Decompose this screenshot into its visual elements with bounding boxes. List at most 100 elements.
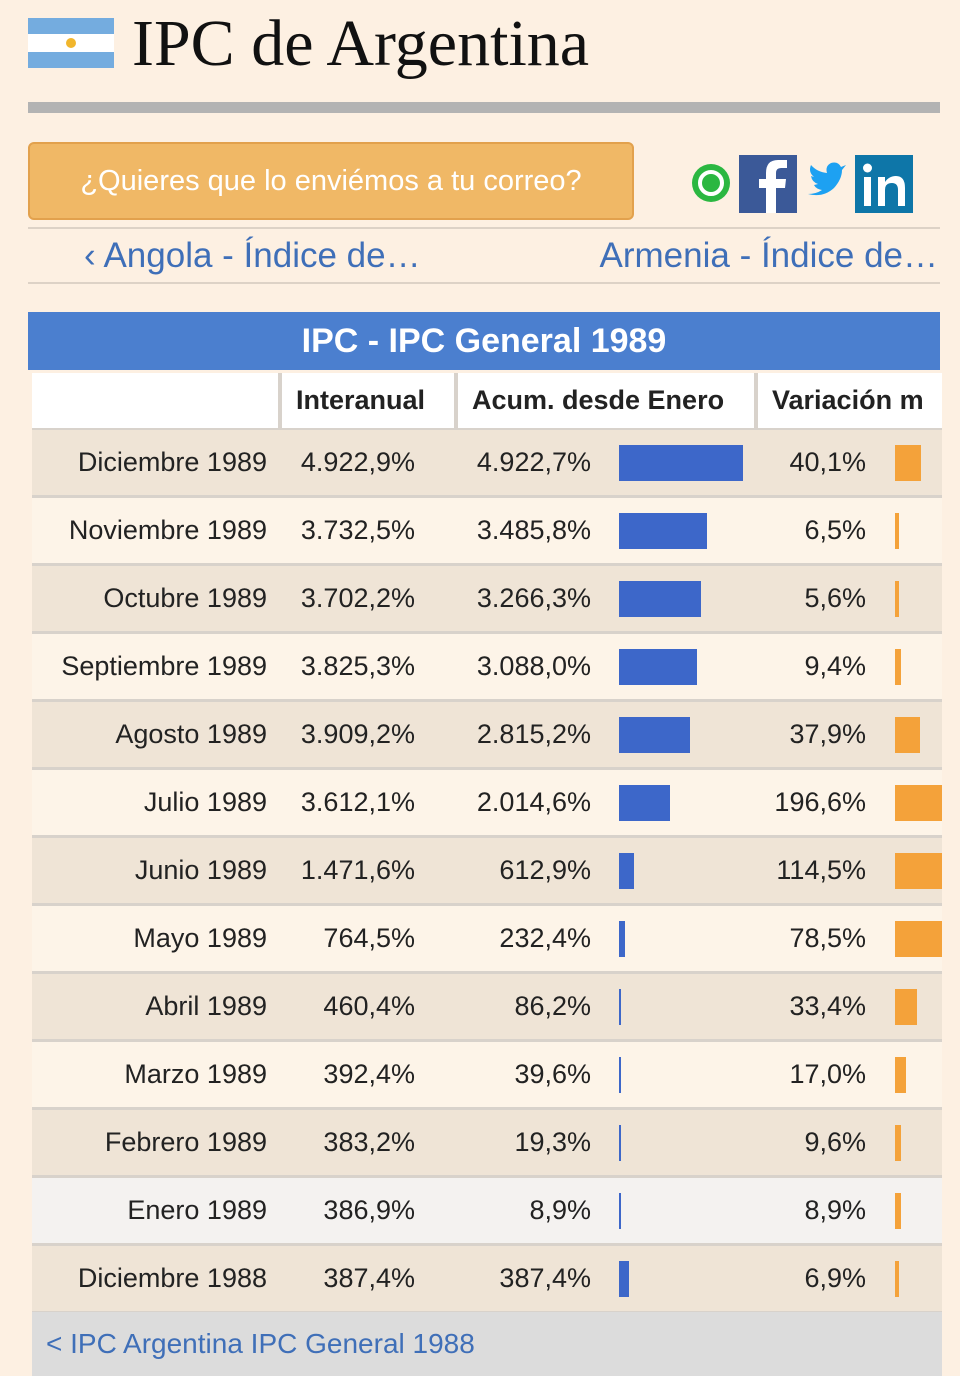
acum-cell: 3.088,0% <box>476 651 591 681</box>
divider <box>28 227 940 229</box>
interanual-cell: 3.702,2% <box>300 583 415 613</box>
interanual-cell: 392,4% <box>323 1059 415 1089</box>
variacion-bar <box>895 852 942 889</box>
acum-bar <box>619 716 690 753</box>
month-cell: Abril 1989 <box>145 991 267 1021</box>
whatsapp-icon[interactable] <box>692 164 730 202</box>
facebook-icon[interactable] <box>739 155 797 213</box>
acum-cell: 86,2% <box>514 991 591 1021</box>
nav-next[interactable]: Armenia - Índice de… <box>599 236 938 275</box>
interanual-cell: 383,2% <box>323 1127 415 1157</box>
acum-bar <box>619 1056 621 1093</box>
variacion-cell: 40,1% <box>789 447 866 477</box>
variacion-cell: 78,5% <box>789 923 866 953</box>
interanual-cell: 386,9% <box>323 1195 415 1225</box>
interanual-cell: 3.825,3% <box>300 651 415 681</box>
variacion-bar <box>895 1056 907 1093</box>
flag-icon <box>28 18 114 68</box>
month-cell: Julio 1989 <box>143 787 267 817</box>
variacion-bar <box>895 1124 902 1161</box>
header-cell <box>32 373 278 428</box>
interanual-cell: 387,4% <box>323 1263 415 1293</box>
email-button[interactable]: ¿Quieres que lo enviémos a tu correo? <box>28 142 634 220</box>
column-header: Interanual <box>282 373 454 428</box>
linkedin-icon[interactable] <box>855 155 913 213</box>
acum-bar <box>619 512 707 549</box>
divider <box>28 102 940 113</box>
month-cell: Diciembre 1989 <box>77 447 267 477</box>
month-cell: Octubre 1989 <box>103 583 267 613</box>
row-bg <box>32 838 942 903</box>
acum-cell: 387,4% <box>499 1263 591 1293</box>
row-bg <box>32 1110 942 1175</box>
column-header: Acum. desde Enero <box>458 373 754 428</box>
variacion-cell: 37,9% <box>789 719 866 749</box>
acum-cell: 3.485,8% <box>476 515 591 545</box>
row-bg <box>32 702 942 767</box>
variacion-bar <box>895 580 899 617</box>
acum-bar <box>619 988 622 1025</box>
footer-link[interactable]: < IPC Argentina IPC General 1988 <box>32 1312 942 1376</box>
month-cell: Junio 1989 <box>134 855 267 885</box>
month-cell: Agosto 1989 <box>115 719 267 749</box>
interanual-cell: 1.471,6% <box>300 855 415 885</box>
variacion-cell: 33,4% <box>789 991 866 1021</box>
social-icons <box>692 155 913 213</box>
variacion-cell: 6,5% <box>804 515 866 545</box>
row-bg <box>32 906 942 971</box>
acum-cell: 3.266,3% <box>476 583 591 613</box>
twitter-icon[interactable] <box>808 162 846 196</box>
row-bg <box>32 1178 942 1243</box>
row-bg <box>32 974 942 1039</box>
row-bg <box>32 1042 942 1107</box>
acum-cell: 19,3% <box>514 1127 591 1157</box>
acum-bar <box>619 1124 621 1161</box>
variacion-cell: 9,4% <box>804 651 866 681</box>
data-table: Interanual Acum. desde Enero Variación m Di… <box>32 373 942 1376</box>
interanual-cell: 764,5% <box>323 923 415 953</box>
acum-cell: 8,9% <box>529 1195 591 1225</box>
variacion-cell: 6,9% <box>804 1263 866 1293</box>
acum-bar <box>619 852 635 889</box>
variacion-bar <box>895 1260 900 1297</box>
acum-cell: 612,9% <box>499 855 591 885</box>
variacion-bar <box>895 784 942 821</box>
acum-bar <box>619 1192 621 1229</box>
acum-cell: 4.922,7% <box>476 447 591 477</box>
row-bg <box>32 498 942 563</box>
variacion-cell: 5,6% <box>804 583 866 613</box>
month-cell: Noviembre 1989 <box>68 515 267 545</box>
variacion-bar <box>895 1192 901 1229</box>
acum-bar <box>619 648 697 685</box>
acum-cell: 39,6% <box>514 1059 591 1089</box>
variacion-bar <box>895 920 942 957</box>
divider <box>28 282 940 284</box>
month-cell: Septiembre 1989 <box>61 651 267 681</box>
variacion-bar <box>895 648 902 685</box>
acum-bar <box>619 1260 629 1297</box>
nav-prev[interactable]: ‹ Angola - Índice de… <box>84 236 421 275</box>
row-bg <box>32 430 942 495</box>
variacion-bar <box>895 512 900 549</box>
interanual-cell: 3.612,1% <box>300 787 415 817</box>
variacion-bar <box>895 444 921 481</box>
column-header: Variación m <box>758 373 942 428</box>
variacion-bar <box>895 716 920 753</box>
month-cell: Enero 1989 <box>127 1195 267 1225</box>
variacion-cell: 8,9% <box>804 1195 866 1225</box>
month-cell: Diciembre 1988 <box>77 1263 267 1293</box>
month-cell: Marzo 1989 <box>124 1059 267 1089</box>
row-bg <box>32 770 942 835</box>
variacion-cell: 114,5% <box>776 855 866 885</box>
row-bg <box>32 634 942 699</box>
table-title: IPC - IPC General 1989 <box>28 312 940 370</box>
row-bg <box>32 566 942 631</box>
variacion-cell: 17,0% <box>789 1059 866 1089</box>
interanual-cell: 3.909,2% <box>300 719 415 749</box>
acum-bar <box>619 920 625 957</box>
month-cell: Febrero 1989 <box>104 1127 267 1157</box>
acum-bar <box>619 580 702 617</box>
variacion-cell: 196,6% <box>774 787 866 817</box>
acum-bar <box>619 444 743 481</box>
